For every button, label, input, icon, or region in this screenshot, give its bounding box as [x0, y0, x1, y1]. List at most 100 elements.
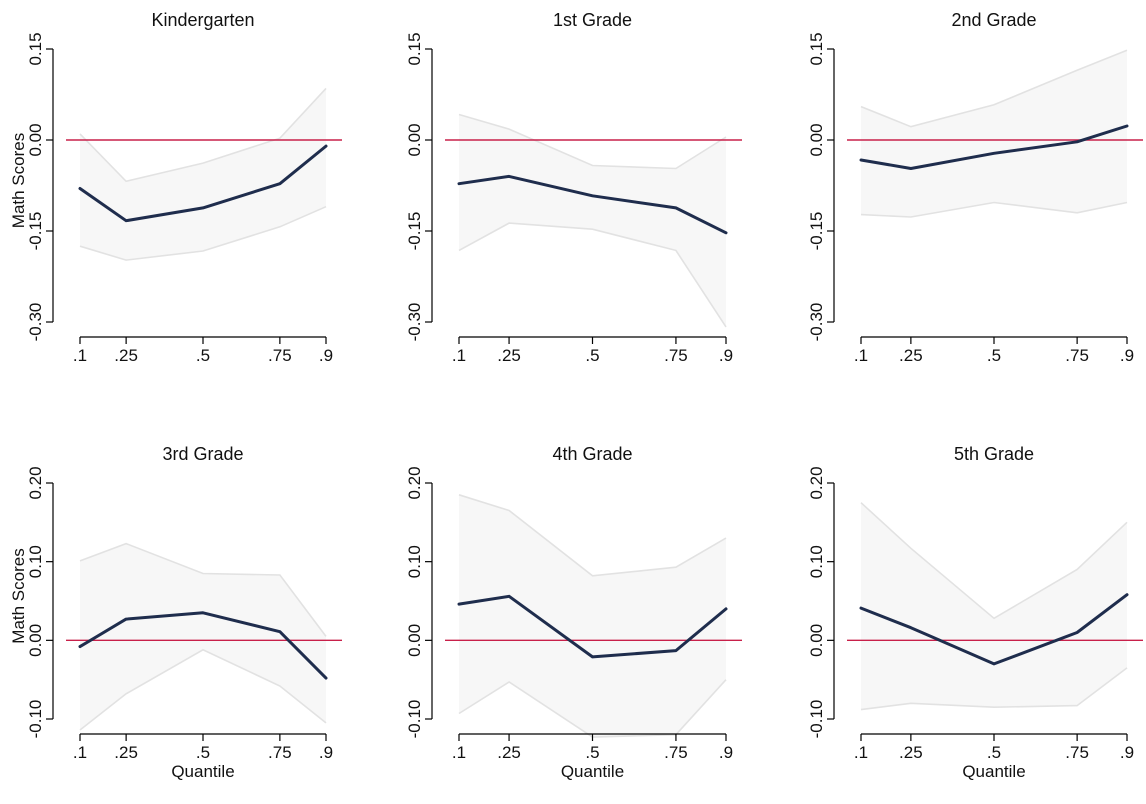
confidence-band: [459, 494, 726, 738]
confidence-band-upper: [458, 494, 727, 577]
estimate-point: [201, 611, 205, 614]
x-tick-label: .9: [719, 346, 733, 365]
confidence-band-upper: [79, 87, 327, 183]
y-tick-label: -0.15: [405, 212, 424, 251]
panel-title: Kindergarten: [151, 10, 254, 30]
x-tick-label: .75: [1065, 346, 1089, 365]
estimate-point: [324, 144, 328, 148]
y-tick-label: 0.00: [807, 624, 826, 657]
estimate-point: [1125, 124, 1129, 128]
estimate-point: [591, 655, 594, 659]
y-tick-label: -0.15: [807, 212, 826, 251]
x-tick-label: .5: [585, 346, 599, 365]
estimate-point: [1075, 631, 1079, 634]
x-tick-label: .5: [987, 743, 1001, 762]
y-tick-label: 0.20: [26, 466, 45, 499]
panel-5: 0.20 0.10 0.00 -0.10 .1 .25 .5 .75 .9 4th Grade Qu…: [405, 444, 742, 781]
x-axis-label: Quantile: [171, 762, 234, 781]
panel-2: 0.15 0.00 -0.15 -0.30 .1 .25 .5 .75 .9 1st Grade: [405, 10, 742, 365]
y-tick-label: 0.10: [807, 545, 826, 578]
x-tick-label: .5: [585, 743, 599, 762]
confidence-band: [80, 543, 326, 730]
panel-title: 3rd Grade: [162, 444, 243, 464]
estimate-point: [591, 194, 594, 198]
x-tick-label: .75: [664, 743, 688, 762]
estimate-point: [124, 617, 128, 621]
x-tick-label: .5: [196, 743, 210, 762]
estimate-point: [507, 175, 511, 178]
x-tick-label: .1: [854, 346, 868, 365]
confidence-band-upper: [860, 502, 1128, 620]
x-tick-label: .25: [114, 346, 138, 365]
y-tick-label: 0.00: [807, 123, 826, 156]
estimate-point: [859, 158, 863, 162]
panel-title: 4th Grade: [552, 444, 632, 464]
y-tick-label: 0.00: [405, 123, 424, 156]
y-tick-label: -0.30: [405, 303, 424, 342]
confidence-band-lower: [860, 201, 1128, 218]
x-tick-label: .25: [497, 743, 521, 762]
x-tick-label: .1: [854, 743, 868, 762]
panel-3: 0.15 0.00 -0.15 -0.30 .1 .25 .5 .75 .9 2nd Grade: [807, 10, 1143, 365]
estimate-point: [674, 649, 678, 652]
y-tick-label: 0.20: [807, 466, 826, 499]
estimate-point: [992, 152, 996, 155]
y-axis-label: Math Scores: [9, 548, 28, 643]
confidence-band-upper: [860, 49, 1128, 128]
x-tick-label: .25: [899, 346, 923, 365]
y-tick-label: -0.30: [26, 303, 45, 342]
y-tick-label: -0.10: [405, 700, 424, 739]
estimate-point: [278, 630, 282, 633]
estimate-point: [278, 182, 282, 185]
x-tick-label: .75: [268, 346, 292, 365]
estimate-point: [201, 206, 205, 210]
panel-6: 0.20 0.10 0.00 -0.10 .1 .25 .5 .75 .9 5th Grade Qu…: [807, 444, 1143, 781]
confidence-band: [459, 114, 726, 327]
estimate-point: [724, 231, 728, 235]
x-tick-label: .1: [452, 346, 466, 365]
y-tick-label: 0.15: [26, 32, 45, 65]
confidence-band-lower: [79, 205, 327, 261]
confidence-band-upper: [458, 113, 727, 170]
x-axis-label: Quantile: [561, 762, 624, 781]
y-tick-label: -0.10: [26, 700, 45, 739]
confidence-band-lower: [79, 648, 327, 731]
estimate-point: [1075, 140, 1079, 144]
x-tick-label: .9: [1120, 346, 1134, 365]
y-tick-label: 0.15: [807, 32, 826, 65]
estimate-point: [457, 182, 461, 185]
estimate-point: [457, 602, 461, 606]
x-tick-label: .9: [1120, 743, 1134, 762]
y-tick-label: 0.10: [26, 545, 45, 578]
y-tick-label: -0.15: [26, 212, 45, 251]
estimate-point: [909, 167, 913, 170]
x-tick-label: .1: [73, 346, 87, 365]
confidence-band-lower: [860, 667, 1128, 711]
estimate-point: [674, 206, 678, 210]
estimate-point: [859, 606, 863, 610]
x-tick-label: .75: [268, 743, 292, 762]
x-tick-label: .25: [497, 346, 521, 365]
panel-title: 2nd Grade: [951, 10, 1036, 30]
x-tick-label: .5: [987, 346, 1001, 365]
estimate-point: [909, 626, 913, 629]
estimate-point: [1125, 593, 1129, 596]
confidence-band: [80, 88, 326, 261]
estimate-point: [992, 662, 996, 666]
x-tick-label: .25: [899, 743, 923, 762]
panel-title: 5th Grade: [954, 444, 1034, 464]
y-tick-label: 0.10: [405, 545, 424, 578]
x-tick-label: .9: [319, 346, 333, 365]
y-tick-label: -0.30: [807, 303, 826, 342]
confidence-band-lower: [458, 222, 727, 328]
x-tick-label: .25: [114, 743, 138, 762]
y-tick-label: 0.15: [405, 32, 424, 65]
x-tick-label: .75: [664, 346, 688, 365]
estimate-point: [724, 607, 728, 611]
y-tick-label: -0.10: [807, 700, 826, 739]
x-tick-label: .5: [196, 346, 210, 365]
x-tick-label: .1: [73, 743, 87, 762]
estimate-point: [507, 595, 511, 598]
confidence-band-upper: [79, 542, 327, 637]
